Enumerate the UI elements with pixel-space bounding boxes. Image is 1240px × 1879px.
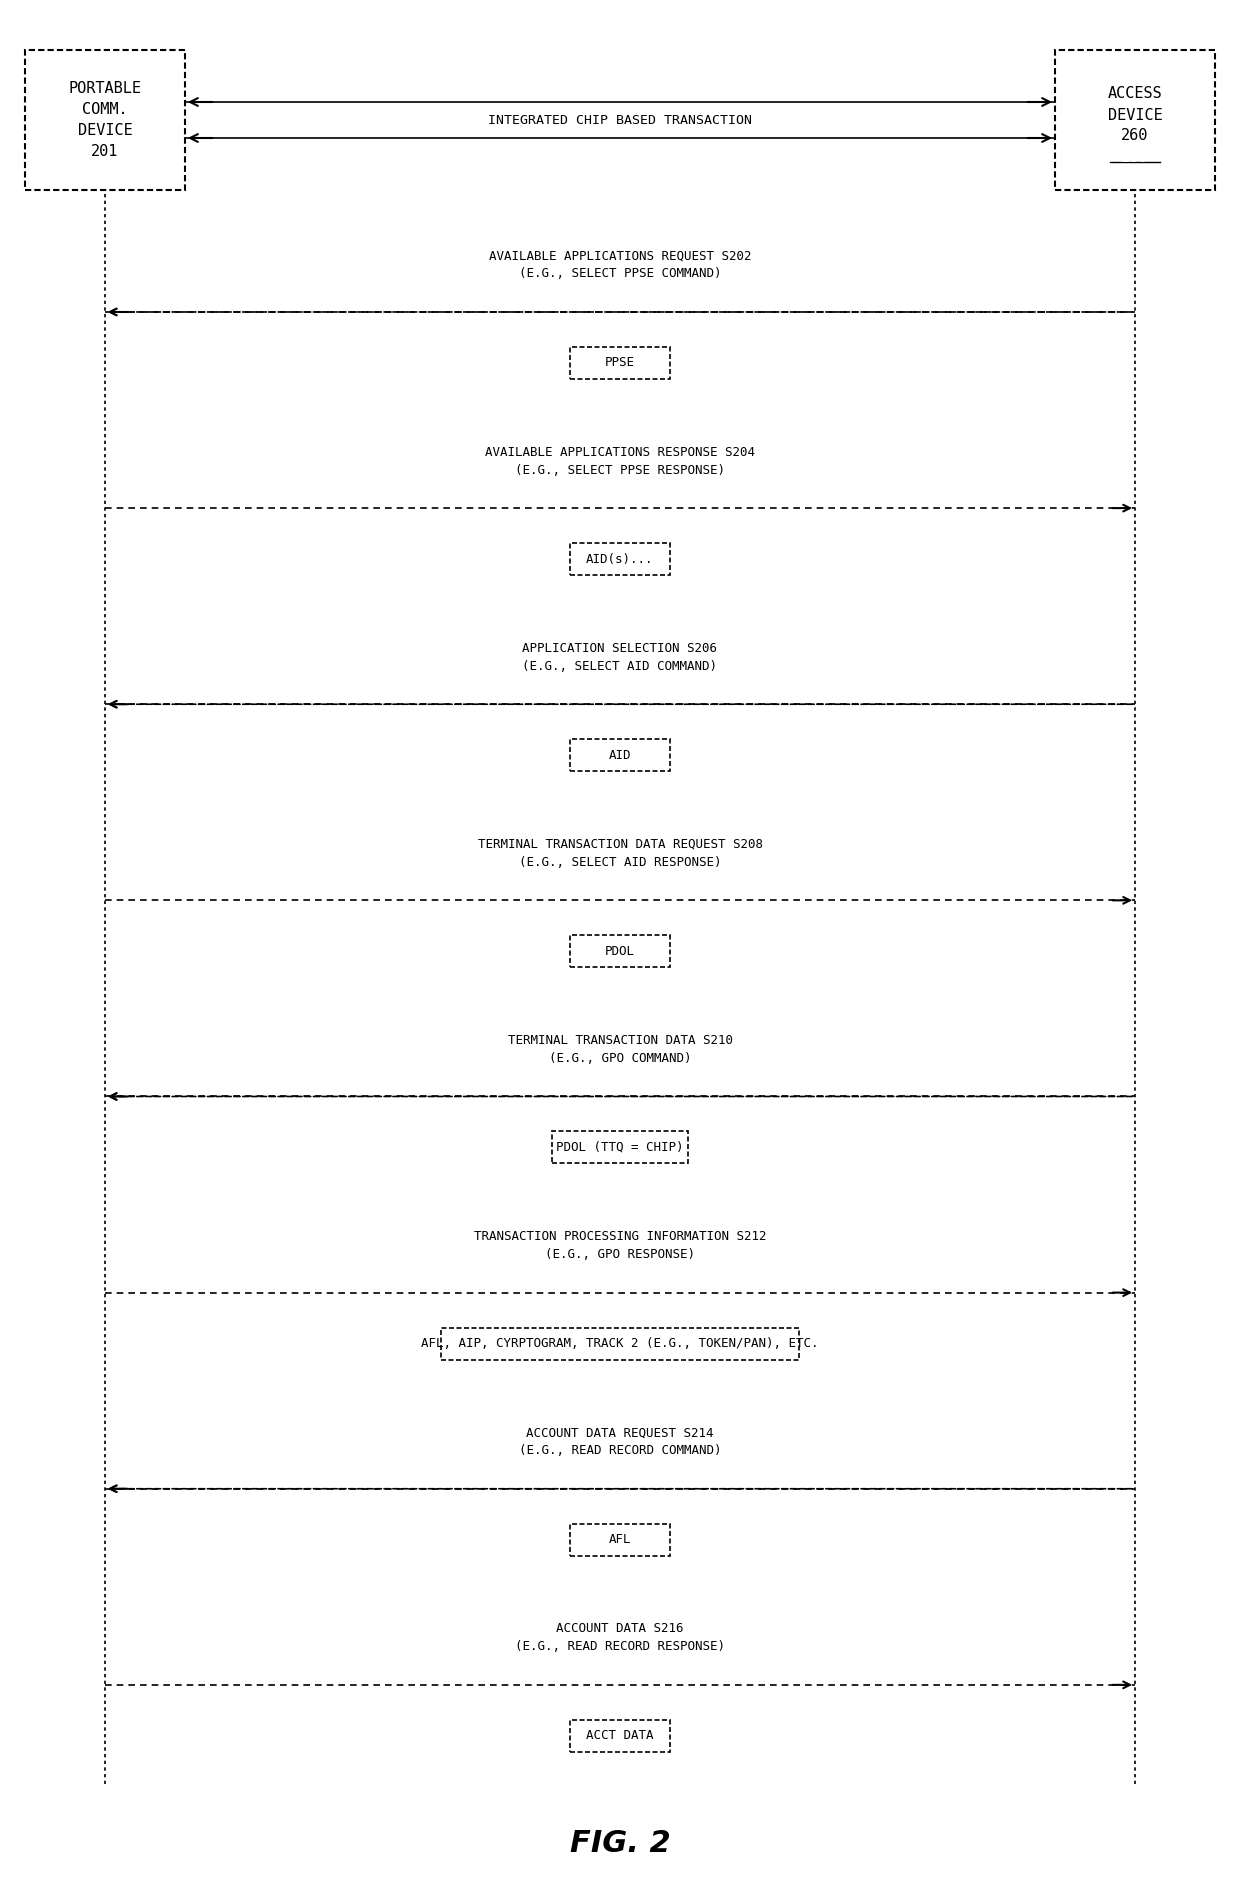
Text: AFL, AIP, CYRPTOGRAM, TRACK 2 (E.G., TOKEN/PAN), ETC.: AFL, AIP, CYRPTOGRAM, TRACK 2 (E.G., TOK…: [422, 1338, 818, 1351]
FancyBboxPatch shape: [570, 738, 670, 770]
Text: ACCOUNT DATA REQUEST S214
(E.G., READ RECORD COMMAND): ACCOUNT DATA REQUEST S214 (E.G., READ RE…: [518, 1426, 722, 1458]
FancyBboxPatch shape: [25, 51, 185, 190]
Text: PPSE: PPSE: [605, 357, 635, 370]
FancyBboxPatch shape: [570, 348, 670, 380]
Text: FIG. 2: FIG. 2: [569, 1830, 671, 1858]
Text: PORTABLE
COMM.
DEVICE
201: PORTABLE COMM. DEVICE 201: [68, 81, 141, 160]
FancyBboxPatch shape: [552, 1131, 688, 1163]
FancyBboxPatch shape: [570, 543, 670, 575]
Text: AVAILABLE APPLICATIONS REQUEST S202
(E.G., SELECT PPSE COMMAND): AVAILABLE APPLICATIONS REQUEST S202 (E.G…: [489, 250, 751, 280]
Text: PDOL: PDOL: [605, 945, 635, 958]
Text: ACCESS
DEVICE
260: ACCESS DEVICE 260: [1107, 86, 1162, 143]
Text: TERMINAL TRANSACTION DATA REQUEST S208
(E.G., SELECT AID RESPONSE): TERMINAL TRANSACTION DATA REQUEST S208 (…: [477, 838, 763, 868]
Text: 260: 260: [1121, 150, 1148, 165]
Text: AFL: AFL: [609, 1533, 631, 1546]
FancyBboxPatch shape: [570, 936, 670, 968]
Text: PDOL (TTQ = CHIP): PDOL (TTQ = CHIP): [557, 1141, 683, 1154]
Text: AVAILABLE APPLICATIONS RESPONSE S204
(E.G., SELECT PPSE RESPONSE): AVAILABLE APPLICATIONS RESPONSE S204 (E.…: [485, 445, 755, 477]
FancyBboxPatch shape: [1055, 51, 1215, 190]
Text: ACCT DATA: ACCT DATA: [587, 1729, 653, 1742]
Text: AID: AID: [609, 748, 631, 761]
Text: TRANSACTION PROCESSING INFORMATION S212
(E.G., GPO RESPONSE): TRANSACTION PROCESSING INFORMATION S212 …: [474, 1231, 766, 1261]
Text: ACCOUNT DATA S216
(E.G., READ RECORD RESPONSE): ACCOUNT DATA S216 (E.G., READ RECORD RES…: [515, 1622, 725, 1654]
FancyBboxPatch shape: [570, 1524, 670, 1556]
FancyBboxPatch shape: [440, 1328, 800, 1360]
Text: AID(s)...: AID(s)...: [587, 552, 653, 566]
FancyBboxPatch shape: [570, 1719, 670, 1751]
Text: TERMINAL TRANSACTION DATA S210
(E.G., GPO COMMAND): TERMINAL TRANSACTION DATA S210 (E.G., GP…: [507, 1033, 733, 1065]
Text: INTEGRATED CHIP BASED TRANSACTION: INTEGRATED CHIP BASED TRANSACTION: [489, 115, 751, 128]
Text: APPLICATION SELECTION S206
(E.G., SELECT AID COMMAND): APPLICATION SELECTION S206 (E.G., SELECT…: [522, 641, 718, 673]
